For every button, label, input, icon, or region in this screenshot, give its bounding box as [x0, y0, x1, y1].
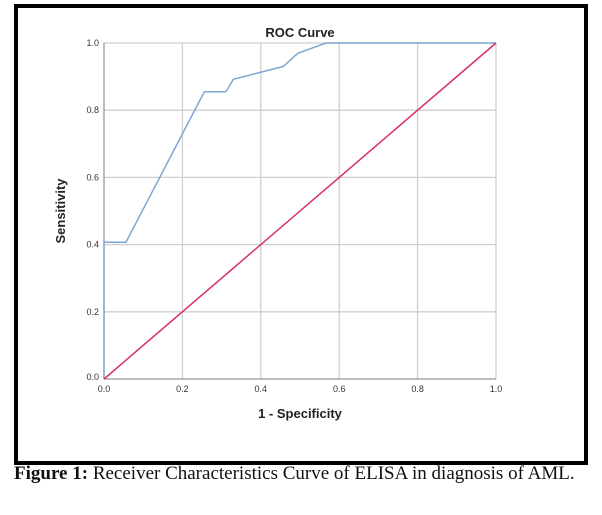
x-tick-label: 0.2: [176, 384, 189, 394]
roc-curve-line: [103, 42, 496, 379]
y-tick-label: 0.4: [86, 240, 99, 250]
y-tick-label: 0.0: [86, 372, 99, 382]
x-tick-label: 0.6: [333, 384, 346, 394]
y-tick-label: 0.2: [86, 307, 99, 317]
y-tick-label: 0.8: [86, 105, 99, 115]
chart-frame: [14, 4, 588, 465]
caption-label: Figure 1:: [14, 463, 89, 484]
y-axis-label: Sensitivity: [53, 178, 68, 244]
reference-line: [103, 42, 497, 380]
x-tick-label: 0.0: [98, 384, 111, 394]
figure-caption: Figure 1: Receiver Characteristics Curve…: [14, 462, 589, 486]
y-tick-label: 0.6: [86, 172, 99, 182]
x-tick-label: 0.4: [255, 384, 268, 394]
x-axis-label: 1 - Specificity: [258, 406, 343, 421]
caption-text: Receiver Characteristics Curve of ELISA …: [88, 463, 575, 484]
y-tick-label: 1.0: [86, 38, 99, 48]
x-tick-label: 1.0: [490, 384, 503, 394]
chart-title: ROC Curve: [265, 25, 334, 40]
x-tick-label: 0.8: [411, 384, 424, 394]
